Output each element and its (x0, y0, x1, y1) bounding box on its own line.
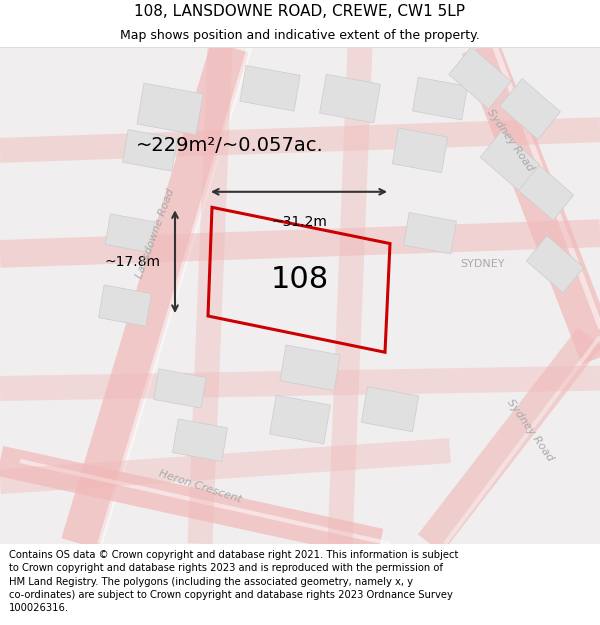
Bar (320, 74, 380, 123)
Bar (526, 236, 584, 293)
Bar (413, 78, 467, 120)
Bar (517, 163, 574, 221)
Bar (280, 345, 340, 391)
Text: ~17.8m: ~17.8m (104, 254, 160, 269)
Text: ~31.2m: ~31.2m (271, 214, 327, 229)
Text: SYDNEY: SYDNEY (460, 259, 505, 269)
Bar (98, 285, 151, 326)
Bar (137, 83, 203, 135)
Bar (173, 419, 227, 461)
Text: Sydney Road: Sydney Road (485, 107, 535, 173)
Bar (105, 214, 155, 253)
Text: Heron Crescent: Heron Crescent (157, 469, 242, 505)
Bar (240, 66, 300, 111)
Bar (500, 79, 560, 139)
Bar (404, 213, 457, 254)
Text: Sydney Road: Sydney Road (505, 397, 555, 462)
Bar (154, 369, 206, 408)
Bar (449, 47, 511, 109)
Text: ~229m²/~0.057ac.: ~229m²/~0.057ac. (136, 136, 324, 155)
Text: 108: 108 (271, 265, 329, 294)
Bar (361, 387, 419, 432)
Text: Contains OS data © Crown copyright and database right 2021. This information is : Contains OS data © Crown copyright and d… (9, 550, 458, 613)
Bar (269, 395, 331, 444)
Bar (480, 131, 540, 191)
Text: Lansdowne Road: Lansdowne Road (134, 187, 176, 279)
Bar (392, 128, 448, 173)
Text: 108, LANSDOWNE ROAD, CREWE, CW1 5LP: 108, LANSDOWNE ROAD, CREWE, CW1 5LP (134, 4, 466, 19)
Bar (122, 129, 178, 171)
Text: Map shows position and indicative extent of the property.: Map shows position and indicative extent… (120, 29, 480, 42)
